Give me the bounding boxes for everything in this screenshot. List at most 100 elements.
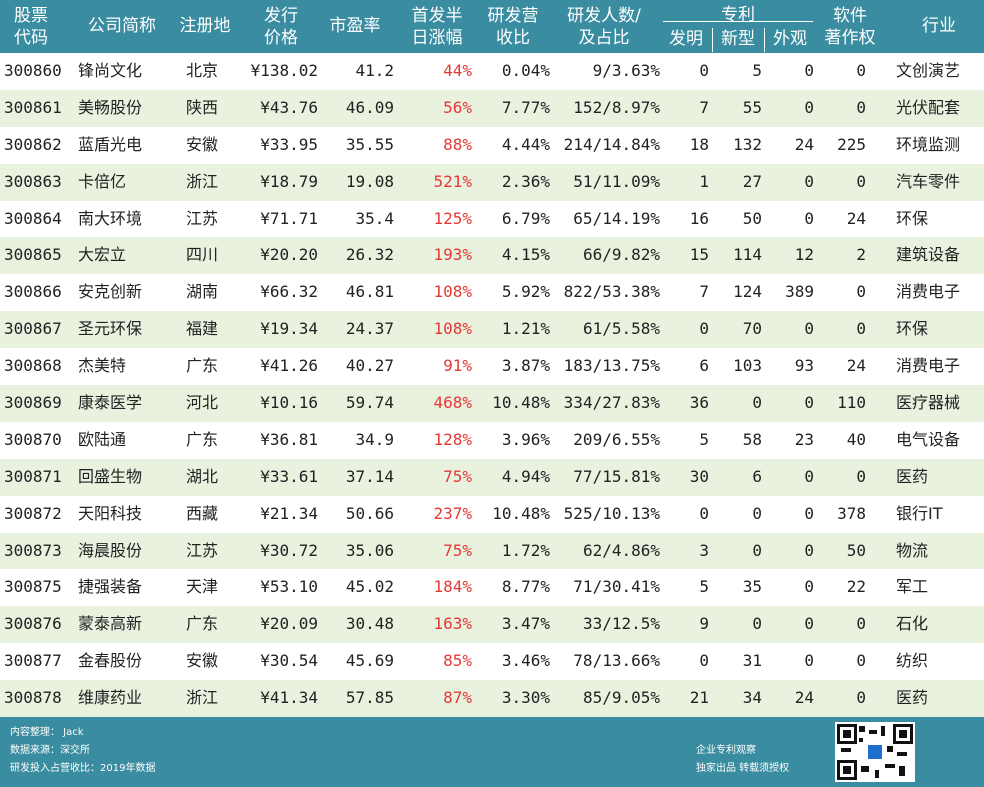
company-name-cell: 捷强装备 xyxy=(78,569,173,606)
location-cell: 安徽 xyxy=(186,127,236,164)
issue-price-cell: ¥21.34 xyxy=(238,496,318,533)
issue-price-cell: ¥53.10 xyxy=(238,569,318,606)
stock-code-cell: 300869 xyxy=(4,385,74,422)
rd-ratio-cell: 4.15% xyxy=(476,237,550,274)
pe-ratio-cell: 59.74 xyxy=(320,385,394,422)
issue-price-cell: ¥33.95 xyxy=(238,127,318,164)
location-cell: 浙江 xyxy=(186,164,236,201)
location-cell: 湖南 xyxy=(186,274,236,311)
pe-ratio-cell: 46.09 xyxy=(320,90,394,127)
first-day-rise-cell: 184% xyxy=(404,569,472,606)
location-cell: 广东 xyxy=(186,348,236,385)
header-rd-ratio: 研发营 收比 xyxy=(476,5,550,49)
utility-patent-cell: 35 xyxy=(712,569,762,606)
first-day-rise-cell: 125% xyxy=(404,201,472,238)
invention-patent-cell: 0 xyxy=(663,496,709,533)
rd-staff-cell: 77/15.81% xyxy=(552,459,660,496)
rd-ratio-cell: 6.79% xyxy=(476,201,550,238)
header-name: 公司简称 xyxy=(76,15,168,37)
rd-staff-cell: 85/9.05% xyxy=(552,680,660,717)
header-design: 外观 xyxy=(766,28,814,50)
software-copyright-cell: 110 xyxy=(818,385,866,422)
rd-staff-cell: 214/14.84% xyxy=(552,127,660,164)
design-patent-cell: 0 xyxy=(766,164,814,201)
design-patent-cell: 0 xyxy=(766,385,814,422)
stock-code-cell: 300875 xyxy=(4,569,74,606)
rd-ratio-cell: 2.36% xyxy=(476,164,550,201)
qr-code-icon xyxy=(835,722,915,782)
pe-ratio-cell: 41.2 xyxy=(320,53,394,90)
location-cell: 河北 xyxy=(186,385,236,422)
issue-price-cell: ¥30.72 xyxy=(238,533,318,570)
location-cell: 天津 xyxy=(186,569,236,606)
stock-code-cell: 300868 xyxy=(4,348,74,385)
first-day-rise-cell: 108% xyxy=(404,274,472,311)
utility-patent-cell: 50 xyxy=(712,201,762,238)
utility-patent-cell: 114 xyxy=(712,237,762,274)
rd-staff-cell: 66/9.82% xyxy=(552,237,660,274)
invention-patent-cell: 16 xyxy=(663,201,709,238)
footer-source: 数据来源：深交所 xyxy=(10,743,90,759)
table-row: 300866安克创新湖南¥66.3246.81108%5.92%822/53.3… xyxy=(0,274,984,311)
pe-ratio-cell: 57.85 xyxy=(320,680,394,717)
design-patent-cell: 24 xyxy=(766,680,814,717)
pe-ratio-cell: 35.06 xyxy=(320,533,394,570)
table-row: 300873海晨股份江苏¥30.7235.0675%1.72%62/4.86%3… xyxy=(0,533,984,570)
invention-patent-cell: 21 xyxy=(663,680,709,717)
first-day-rise-cell: 75% xyxy=(404,459,472,496)
pe-ratio-cell: 37.14 xyxy=(320,459,394,496)
first-day-rise-cell: 91% xyxy=(404,348,472,385)
industry-cell: 环保 xyxy=(896,201,984,238)
footer-brand: 企业专利观察 xyxy=(696,743,756,759)
company-name-cell: 回盛生物 xyxy=(78,459,173,496)
industry-cell: 消费电子 xyxy=(896,274,984,311)
header-patent: 专利 xyxy=(663,4,813,26)
table-row: 300865大宏立四川¥20.2026.32193%4.15%66/9.82%1… xyxy=(0,237,984,274)
pe-ratio-cell: 45.69 xyxy=(320,643,394,680)
pe-ratio-cell: 24.37 xyxy=(320,311,394,348)
pe-ratio-cell: 50.66 xyxy=(320,496,394,533)
invention-patent-cell: 15 xyxy=(663,237,709,274)
stock-code-cell: 300873 xyxy=(4,533,74,570)
rd-staff-cell: 33/12.5% xyxy=(552,606,660,643)
header-invention: 发明 xyxy=(663,28,709,50)
stock-code-cell: 300867 xyxy=(4,311,74,348)
industry-cell: 军工 xyxy=(896,569,984,606)
invention-patent-cell: 30 xyxy=(663,459,709,496)
header-price: 发行 价格 xyxy=(252,5,310,49)
issue-price-cell: ¥20.20 xyxy=(238,237,318,274)
rd-staff-cell: 71/30.41% xyxy=(552,569,660,606)
issue-price-cell: ¥36.81 xyxy=(238,422,318,459)
design-patent-cell: 93 xyxy=(766,348,814,385)
invention-patent-cell: 1 xyxy=(663,164,709,201)
utility-patent-cell: 0 xyxy=(712,496,762,533)
footer-note: 研发投入占营收比：2019年数据 xyxy=(10,761,155,777)
design-patent-cell: 0 xyxy=(766,643,814,680)
invention-patent-cell: 7 xyxy=(663,274,709,311)
pe-ratio-cell: 30.48 xyxy=(320,606,394,643)
software-copyright-cell: 0 xyxy=(818,164,866,201)
design-patent-cell: 0 xyxy=(766,90,814,127)
design-patent-cell: 0 xyxy=(766,459,814,496)
pe-ratio-cell: 35.55 xyxy=(320,127,394,164)
industry-cell: 石化 xyxy=(896,606,984,643)
invention-patent-cell: 9 xyxy=(663,606,709,643)
software-copyright-cell: 40 xyxy=(818,422,866,459)
stock-code-cell: 300863 xyxy=(4,164,74,201)
rd-ratio-cell: 10.48% xyxy=(476,385,550,422)
invention-patent-cell: 3 xyxy=(663,533,709,570)
industry-cell: 汽车零件 xyxy=(896,164,984,201)
company-name-cell: 锋尚文化 xyxy=(78,53,173,90)
company-name-cell: 南大环境 xyxy=(78,201,173,238)
design-patent-cell: 0 xyxy=(766,311,814,348)
utility-patent-cell: 31 xyxy=(712,643,762,680)
issue-price-cell: ¥66.32 xyxy=(238,274,318,311)
company-name-cell: 圣元环保 xyxy=(78,311,173,348)
rd-staff-cell: 822/53.38% xyxy=(552,274,660,311)
issue-price-cell: ¥30.54 xyxy=(238,643,318,680)
company-name-cell: 维康药业 xyxy=(78,680,173,717)
company-name-cell: 美畅股份 xyxy=(78,90,173,127)
first-day-rise-cell: 56% xyxy=(404,90,472,127)
table-row: 300877金春股份安徽¥30.5445.6985%3.46%78/13.66%… xyxy=(0,643,984,680)
rd-ratio-cell: 5.92% xyxy=(476,274,550,311)
